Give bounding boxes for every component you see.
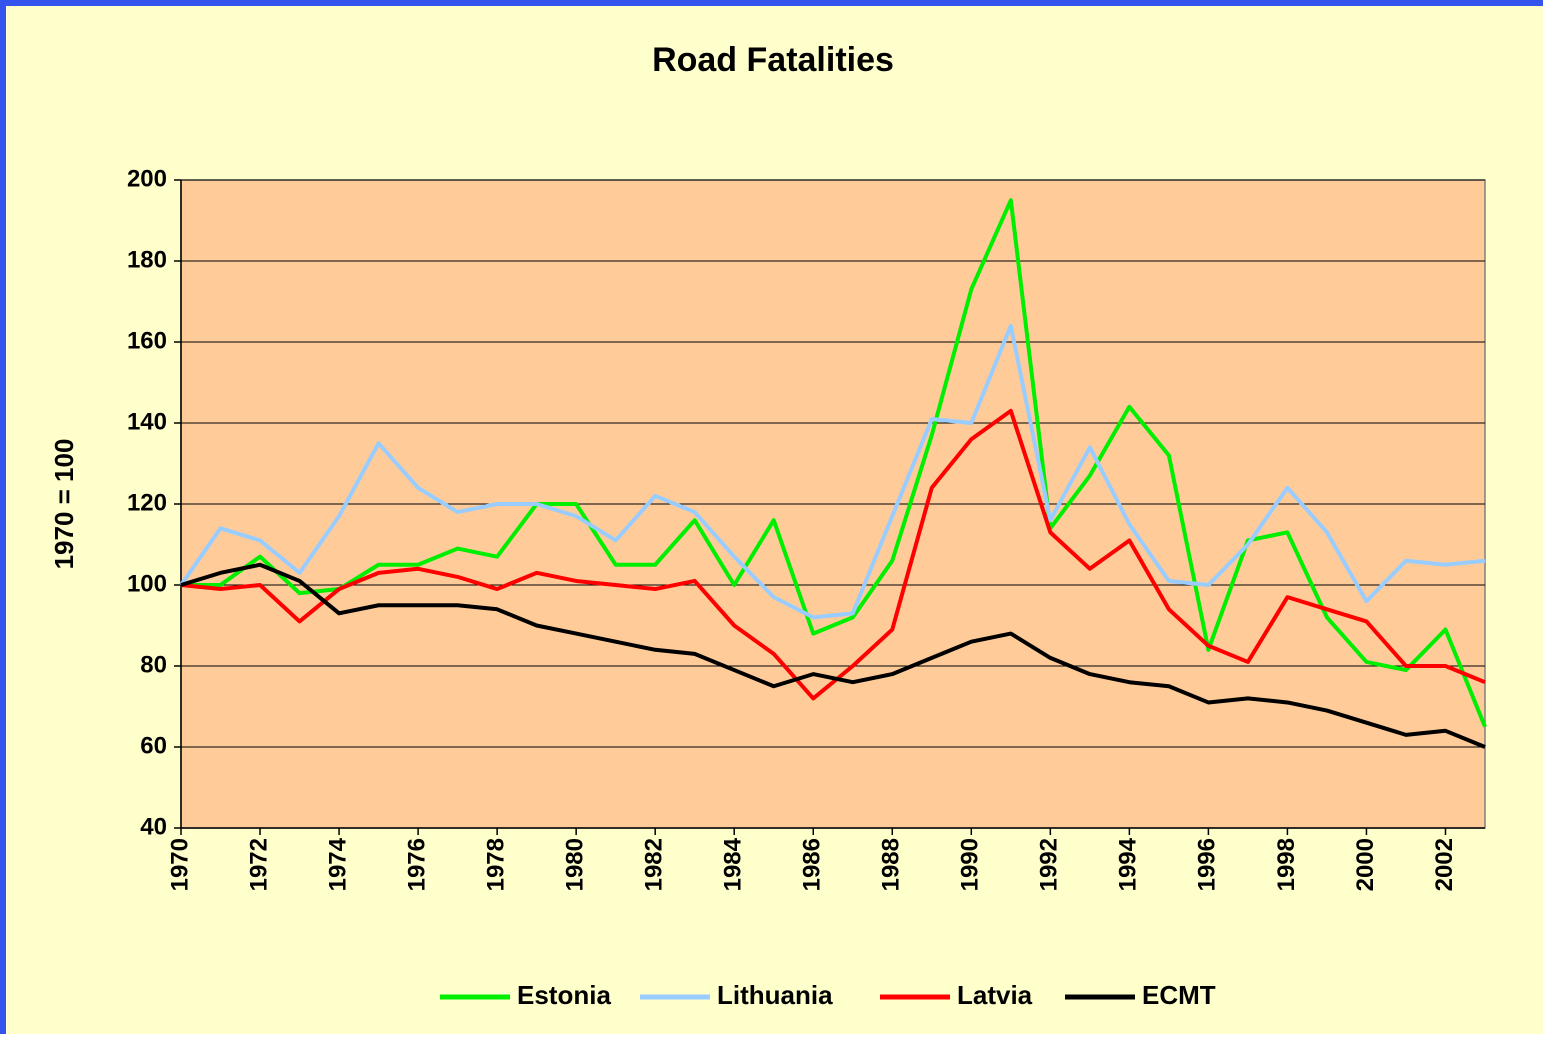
y-tick-label: 100 <box>127 570 167 597</box>
legend-label: ECMT <box>1142 980 1216 1010</box>
x-tick-label: 1972 <box>245 838 272 891</box>
chart-title: Road Fatalities <box>652 41 894 79</box>
x-tick-label: 1988 <box>878 838 905 891</box>
x-tick-label: 1976 <box>403 838 430 891</box>
x-tick-label: 1992 <box>1036 838 1063 891</box>
x-tick-label: 1990 <box>957 838 984 891</box>
x-tick-label: 1986 <box>799 838 826 891</box>
x-tick-label: 1978 <box>482 838 509 891</box>
y-tick-label: 80 <box>140 651 167 678</box>
series-line <box>179 323 1486 620</box>
x-tick-label: 1974 <box>324 837 351 891</box>
y-tick-label: 60 <box>140 732 167 759</box>
legend-label: Latvia <box>957 980 1033 1010</box>
y-tick-label: 200 <box>127 165 167 192</box>
x-tick-label: 2002 <box>1431 838 1458 891</box>
x-tick-label: 1984 <box>720 837 747 891</box>
x-tick-label: 1994 <box>1115 837 1142 891</box>
y-tick-label: 160 <box>127 327 167 354</box>
x-tick-label: 1970 <box>166 838 193 891</box>
x-tick-label: 1980 <box>561 838 588 891</box>
y-tick-label: 140 <box>127 408 167 435</box>
legend-label: Lithuania <box>717 980 833 1010</box>
x-tick-label: 1998 <box>1273 838 1300 891</box>
y-tick-label: 180 <box>127 246 167 273</box>
legend-label: Estonia <box>517 980 611 1010</box>
x-tick-label: 2000 <box>1352 838 1379 891</box>
x-tick-label: 1996 <box>1194 838 1221 891</box>
y-axis-label: 1970 = 100 <box>49 439 79 570</box>
x-tick-label: 1982 <box>641 838 668 891</box>
series-line <box>180 562 1486 749</box>
y-tick-label: 120 <box>127 489 167 516</box>
y-tick-label: 40 <box>140 813 167 840</box>
series-line <box>180 408 1486 701</box>
series-line <box>181 198 1487 728</box>
